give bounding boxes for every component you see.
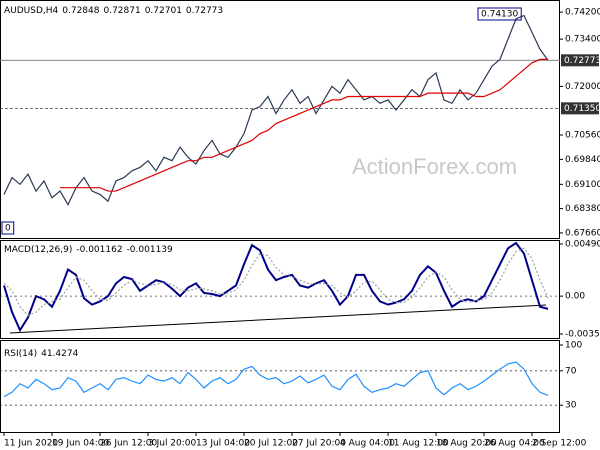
readout: -0.001139 [127, 245, 173, 255]
x-tick-label: 18 Aug 20:00 [436, 439, 497, 449]
x-tick-label: 4 Aug 04:00 [340, 439, 395, 449]
y-tick-label: 0.72000 [565, 82, 600, 92]
y-tick-label: 0.73400 [565, 35, 600, 45]
y-tick-label: 0.69100 [565, 180, 600, 190]
y-tick-label: 0.70560 [565, 131, 600, 141]
y-tick-label: 30 [565, 401, 577, 411]
readout: 0.72701 [145, 6, 182, 16]
level-box [561, 54, 599, 67]
panel-title: RSI(14) [4, 349, 37, 359]
x-tick-label: 11 Jun 2020 [4, 439, 58, 449]
x-tick-label: 13 Jul 04:00 [196, 439, 250, 449]
readout: 0.72848 [62, 6, 99, 16]
y-tick-label: 0.00 [565, 292, 585, 302]
rsi-panel [0, 340, 560, 433]
trendline [9, 304, 547, 334]
series-line [3, 247, 549, 316]
x-tick-label: 2 Sep 12:00 [532, 439, 587, 449]
readout: -0.001162 [76, 245, 122, 255]
y-tick-label: 0.69840 [565, 155, 600, 165]
watermark: ActionForex.com [352, 154, 517, 179]
panel-title: AUDUSD,H4 [4, 6, 59, 16]
level-label: 0.72773 [564, 56, 600, 66]
series-line [3, 14, 549, 206]
readout: 41.4274 [41, 349, 78, 359]
x-tick-label: 26 Aug 04:00 [484, 439, 545, 449]
y-tick-label: 0.004906 [565, 239, 600, 249]
annotation: 0.74130 [481, 10, 518, 20]
y-tick-label: 0.67660 [565, 228, 600, 238]
x-tick-label: 3 Jul 20:00 [148, 439, 197, 449]
macd-panel [0, 240, 560, 339]
x-tick-label: 26 Jun 12:00 [100, 439, 157, 449]
readout: 0.72773 [186, 6, 223, 16]
panel-header: MACD(12,26,9) -0.001162 -0.001139 [4, 245, 173, 255]
annotation-box [1, 221, 15, 235]
y-tick-label: 100 [565, 341, 582, 351]
level-box [561, 102, 599, 115]
annotation: 0 [5, 224, 11, 234]
series-line [60, 58, 548, 192]
y-tick-label: -0.003564 [565, 330, 600, 340]
panel-title: MACD(12,26,9) [4, 245, 72, 255]
x-tick-label: 27 Jul 20:00 [292, 439, 346, 449]
y-tick-label: 70 [565, 366, 577, 376]
readout: 0.72871 [103, 6, 140, 16]
y-tick-label: 0.68380 [565, 204, 600, 214]
x-tick-label: 19 Jun 04:00 [52, 439, 109, 449]
price-panel [0, 0, 560, 239]
x-tick-label: 11 Aug 12:00 [388, 439, 449, 449]
panel-header: AUDUSD,H4 0.72848 0.72871 0.72701 0.72773 [4, 6, 223, 16]
y-tick-label: 0.74200 [565, 8, 600, 18]
x-tick-label: 20 Jul 12:00 [244, 439, 298, 449]
level-label: 0.71350 [564, 104, 600, 114]
panel-header: RSI(14) 41.4274 [4, 349, 79, 359]
annotation-box [477, 7, 522, 21]
series-line [3, 241, 549, 333]
series-line [3, 361, 549, 398]
